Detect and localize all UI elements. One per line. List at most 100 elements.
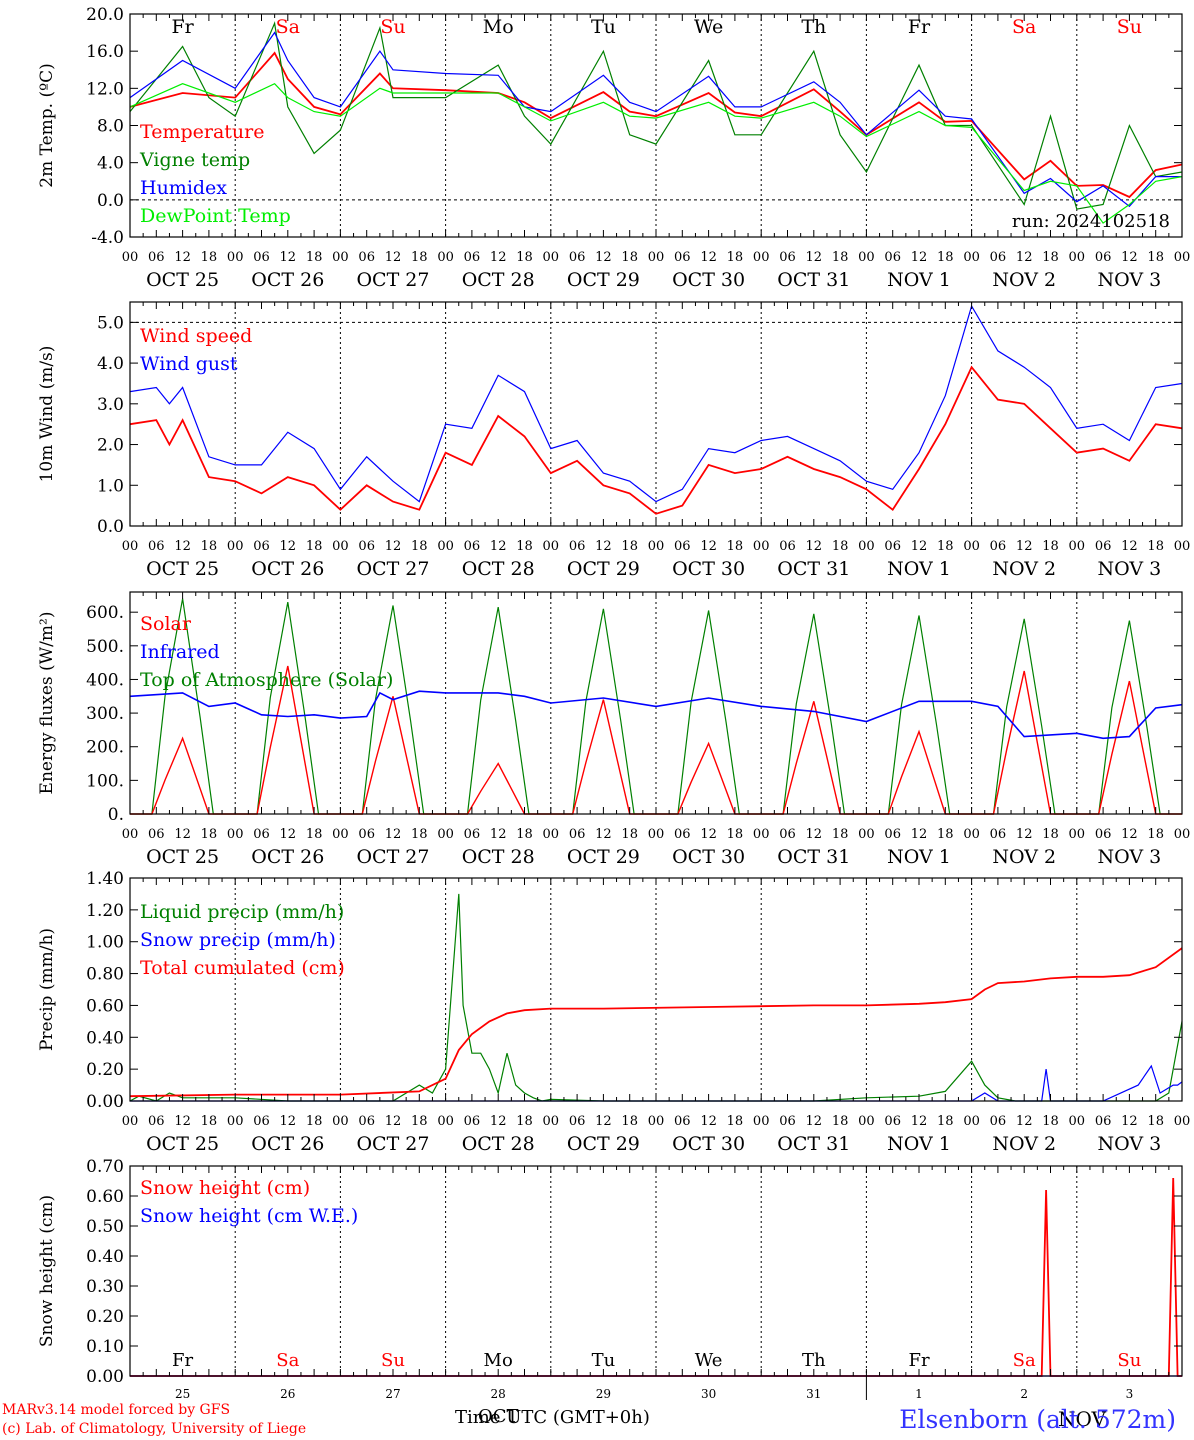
hour-label: 18 [832,827,849,842]
date-label: OCT 30 [672,269,745,291]
hour-label: 12 [280,250,297,265]
hour-label: 12 [174,539,191,554]
hour-label: 18 [516,539,533,554]
y-tick-label: 20.0 [86,5,124,25]
y-tick-label: 1.0 [97,476,124,496]
date-label: OCT 26 [251,558,324,580]
hour-label: 00 [227,250,244,265]
hour-label: 06 [1095,539,1112,554]
hour-label: 06 [990,827,1007,842]
hour-label: 12 [280,1114,297,1129]
y-tick-label: 0.20 [86,1060,124,1080]
hour-label: 12 [1016,250,1033,265]
hour-label: 00 [227,539,244,554]
date-label: OCT 27 [356,846,429,868]
hour-label: 00 [963,1114,980,1129]
hour-label: 00 [332,1114,349,1129]
hour-label: 06 [884,250,901,265]
hour-label: 06 [779,539,796,554]
hour-label: 06 [1095,827,1112,842]
y-tick-label: 4.0 [97,154,124,174]
date-label: OCT 29 [567,558,640,580]
day-number: 30 [701,1387,716,1401]
date-label: OCT 28 [462,558,535,580]
hour-label: 06 [148,1114,165,1129]
date-label: OCT 29 [567,269,640,291]
legend-entry: Wind speed [140,325,252,347]
hour-label: 12 [490,827,507,842]
month-label-2: NOV [1058,1407,1107,1431]
hour-label: 00 [1069,539,1086,554]
date-label: OCT 28 [462,269,535,291]
hour-label: 12 [1121,250,1138,265]
run-label: run: 2024102518 [1012,211,1170,232]
hour-label: 06 [358,539,375,554]
hour-label: 00 [437,539,454,554]
y-tick-label: 0.0 [97,191,124,211]
hour-label: 12 [385,250,402,265]
hour-label: 00 [543,250,560,265]
hour-label: 00 [963,250,980,265]
hour-label: 18 [516,1114,533,1129]
hour-label: 18 [727,250,744,265]
series-group [129,598,1183,815]
hour-label: 00 [122,250,139,265]
hour-label: 06 [569,827,586,842]
day-name: Fr [908,1350,929,1371]
hour-label: 12 [911,1114,928,1129]
day-number: 27 [385,1387,400,1401]
lab-credit: (c) Lab. of Climatology, University of L… [2,1421,306,1437]
date-label: OCT 27 [356,558,429,580]
date-label: OCT 27 [356,1133,429,1155]
hour-label: 00 [122,1114,139,1129]
hour-label: 00 [858,539,875,554]
hour-label: 12 [595,827,612,842]
y-tick-label: 0.80 [86,965,124,985]
hour-label: 00 [753,1114,770,1129]
y-tick-label: 0.60 [86,1187,124,1207]
series-group [129,21,1183,224]
hour-label: 06 [148,539,165,554]
hour-label: 00 [648,539,665,554]
hour-label: 12 [174,250,191,265]
hour-label: 06 [1095,250,1112,265]
date-label: OCT 25 [146,558,219,580]
y-tick-label: 5.0 [97,313,124,333]
hour-label: 00 [648,1114,665,1129]
y-tick-label: 500. [86,637,124,657]
day-number: 29 [596,1387,611,1401]
footer: MARv3.14 model forced by GFS (c) Lab. of… [2,1402,1176,1437]
hour-label: 18 [1042,827,1059,842]
date-label: OCT 30 [672,846,745,868]
date-label: NOV 2 [992,558,1056,580]
y-tick-label: 300. [86,704,124,724]
legend-entry: Humidex [140,177,227,199]
date-label: NOV 3 [1098,558,1162,580]
legend-entry: Total cumulated (cm) [140,957,345,979]
y-tick-label: 8.0 [97,117,124,137]
hour-label: 00 [122,539,139,554]
y-axis-label: Snow height (cm) [37,1195,57,1347]
hour-label: 06 [779,1114,796,1129]
legend-entry: Vigne temp [139,149,250,171]
hour-label: 12 [806,827,823,842]
day-number: 3 [1126,1387,1134,1401]
hour-label: 06 [253,827,270,842]
day-name: Tu [591,16,616,38]
y-tick-label: 200. [86,738,124,758]
hour-label: 18 [516,827,533,842]
hour-label: 12 [911,827,928,842]
hour-label: 12 [806,539,823,554]
hour-label: 06 [1095,1114,1112,1129]
hour-label: 06 [990,539,1007,554]
hour-label: 00 [858,1114,875,1129]
hour-label: 06 [674,1114,691,1129]
hour-label: 18 [1147,827,1164,842]
hour-label: 12 [700,827,717,842]
hour-label: 18 [411,827,428,842]
hour-label: 06 [569,1114,586,1129]
date-label: OCT 26 [251,1133,324,1155]
day-number: 25 [175,1387,190,1401]
hour-label: 06 [674,539,691,554]
